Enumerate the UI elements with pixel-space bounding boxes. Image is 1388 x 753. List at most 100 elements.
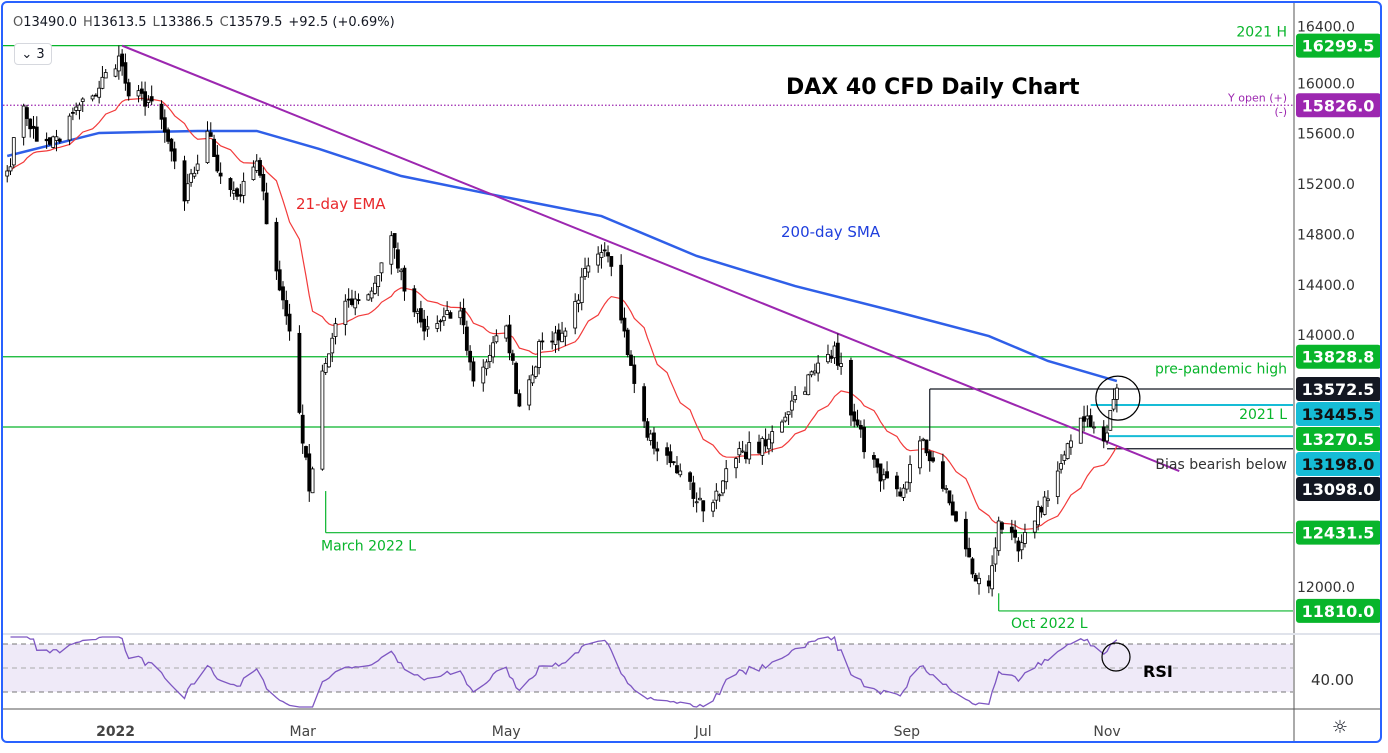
candle [1023, 523, 1027, 548]
candle [205, 121, 210, 164]
candle [642, 383, 647, 429]
indicators-collapse-button[interactable]: ⌄ 3 [14, 43, 52, 65]
candle [441, 307, 446, 326]
candle-body [422, 318, 427, 332]
candle-body [858, 424, 863, 430]
candle-body [609, 256, 614, 267]
change-value: +92.5 (+0.69%) [288, 15, 395, 30]
candle-body [1069, 440, 1073, 448]
candle-body [510, 353, 515, 361]
candle-body [458, 310, 463, 319]
chart-canvas[interactable]: 16400.0 16000.0 15600.0 15200.0 14800.0 14400… [3, 3, 1382, 743]
ema21-line [7, 97, 1118, 530]
candle-body [625, 329, 630, 356]
candle [924, 439, 929, 456]
candle-body [333, 323, 338, 337]
candle [875, 458, 880, 474]
candle [1013, 520, 1018, 544]
candle-body [21, 105, 26, 138]
candle-body [126, 82, 131, 97]
candle [760, 436, 765, 465]
candle [665, 442, 670, 465]
candle-body [875, 458, 880, 468]
candle-body [504, 325, 509, 339]
candle-body [366, 294, 371, 301]
candle [320, 364, 325, 471]
level-annotation: pre-pandemic high [1155, 362, 1287, 378]
candle [77, 102, 82, 120]
candle [1101, 420, 1106, 449]
candle-body [287, 313, 292, 332]
candle [333, 317, 338, 345]
candle-body [182, 160, 187, 202]
candle [241, 172, 246, 204]
candle [629, 350, 633, 367]
candle [724, 459, 729, 490]
candle-body [885, 471, 889, 479]
candle-body [297, 332, 302, 413]
candle [143, 81, 148, 116]
candle [835, 333, 840, 371]
candle [1042, 491, 1047, 516]
level-annotation: Bias bearish below [1155, 457, 1287, 473]
candle [113, 64, 118, 78]
candle [1078, 417, 1083, 444]
candle-body [596, 253, 601, 266]
candle-body [862, 426, 866, 453]
candle [711, 499, 715, 518]
candle [464, 320, 469, 356]
candle-body [537, 341, 541, 368]
candle-body [350, 298, 354, 305]
candle-body [116, 55, 121, 72]
candle [189, 168, 193, 187]
candle [471, 357, 476, 387]
candle [950, 494, 955, 516]
time-axis-tick: Jul [694, 724, 712, 740]
candle-body [215, 154, 220, 172]
candle-body [34, 126, 39, 142]
candle-body [1036, 506, 1040, 526]
candle [438, 318, 443, 332]
candle-body [491, 342, 496, 358]
candle-body [632, 364, 637, 384]
candle-body [205, 130, 210, 164]
candle-body [629, 354, 633, 366]
candle [908, 455, 912, 492]
candle [277, 260, 282, 292]
candle-body [950, 501, 955, 516]
candle [162, 109, 167, 143]
price-label: 16299.5 [1302, 37, 1375, 56]
candle-body [1101, 426, 1106, 442]
settings-gear-icon[interactable]: ☼ [1331, 716, 1349, 738]
candle-body [517, 393, 522, 407]
candle-body [435, 323, 440, 329]
candle-body [195, 163, 200, 171]
price-axis-tick: 16000.0 [1297, 76, 1355, 92]
candle-body [484, 361, 489, 370]
chart-title: DAX 40 CFD Daily Chart [786, 75, 1080, 100]
candle-body [1039, 506, 1044, 513]
price-label-box [1296, 452, 1380, 477]
candle-body [904, 481, 909, 490]
candle-body [973, 574, 978, 582]
candle-body [698, 497, 702, 501]
time-axis-tick: 2022 [96, 724, 135, 740]
candle-body [576, 299, 581, 304]
candle [103, 68, 108, 79]
candle [54, 129, 59, 152]
candle-body [461, 307, 466, 326]
open-label: O [13, 15, 24, 30]
candle-body [514, 362, 518, 394]
sma200-line [6, 129, 1118, 383]
candle-body [675, 465, 679, 474]
candle [126, 78, 131, 101]
candle [11, 137, 16, 169]
candle-body [139, 88, 144, 94]
level-annotation: Oct 2022 L [1011, 616, 1088, 632]
candle [8, 158, 13, 176]
candle [678, 463, 683, 478]
candle [668, 444, 673, 468]
candle-body [1078, 417, 1083, 444]
candle-body [954, 511, 958, 522]
candle [770, 425, 775, 453]
